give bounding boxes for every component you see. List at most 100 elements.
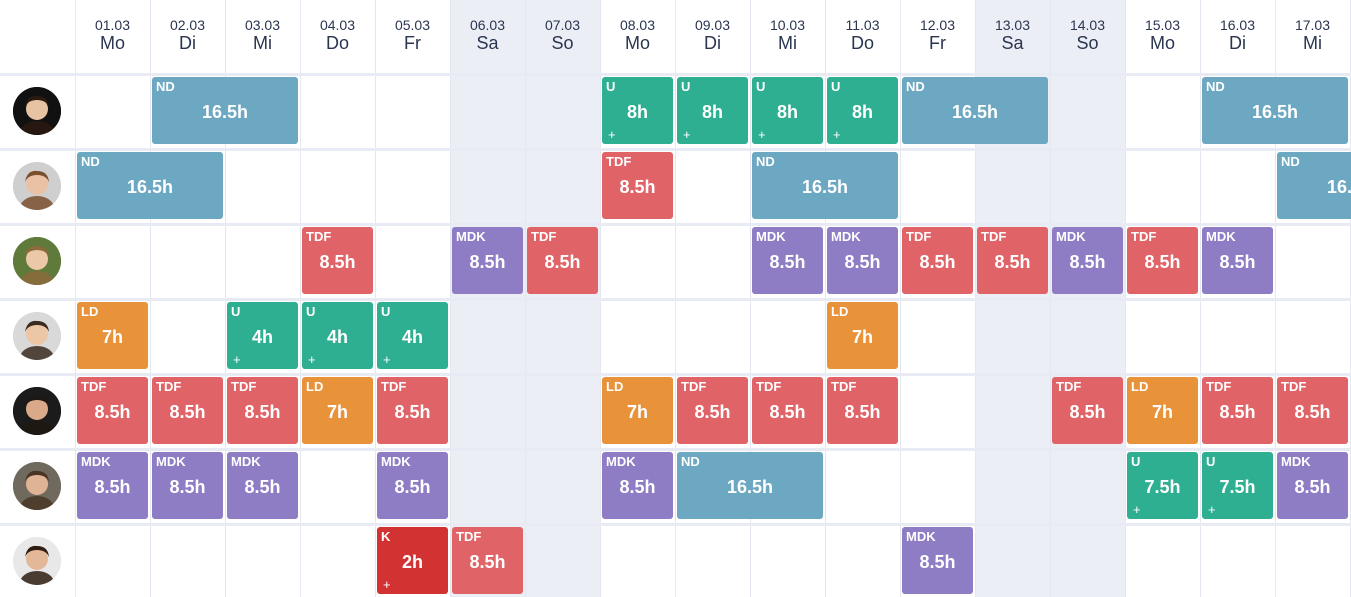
shift-block-u[interactable]: U 8h + — [677, 77, 748, 144]
shift-block-mdk[interactable]: MDK 8.5h — [602, 452, 673, 519]
add-icon[interactable]: + — [1208, 502, 1216, 517]
day-header[interactable]: 01.03 Mo — [75, 0, 150, 73]
shift-block-mdk[interactable]: MDK 8.5h — [902, 527, 973, 594]
shift-hours: 8.5h — [394, 402, 431, 422]
day-header[interactable]: 14.03 So — [1050, 0, 1125, 73]
shift-block-nd[interactable]: ND 16.5h — [152, 77, 298, 144]
shift-block-u[interactable]: U 8h + — [827, 77, 898, 144]
shift-block-tdf[interactable]: TDF 8.5h — [527, 227, 598, 294]
shift-block-nd[interactable]: ND 16.5h — [1202, 77, 1348, 144]
shift-block-mdk[interactable]: MDK 8.5h — [77, 452, 148, 519]
shift-block-tdf[interactable]: TDF 8.5h — [677, 377, 748, 444]
day-header[interactable]: 04.03 Do — [300, 0, 375, 73]
day-header[interactable]: 09.03 Di — [675, 0, 750, 73]
avatar[interactable] — [13, 237, 61, 285]
shift-code: ND — [1281, 154, 1300, 169]
add-icon[interactable]: + — [1133, 502, 1141, 517]
day-header[interactable]: 05.03 Fr — [375, 0, 450, 73]
add-icon[interactable]: + — [608, 127, 616, 142]
day-header[interactable]: 11.03 Do — [825, 0, 900, 73]
day-header[interactable]: 06.03 Sa — [450, 0, 525, 73]
shift-block-tdf[interactable]: TDF 8.5h — [827, 377, 898, 444]
add-icon[interactable]: + — [683, 127, 691, 142]
shift-block-tdf[interactable]: TDF 8.5h — [752, 377, 823, 444]
shift-hours: 16.5h — [126, 177, 174, 197]
shift-block-ld[interactable]: LD 7h — [827, 302, 898, 369]
shift-block-tdf[interactable]: TDF 8.5h — [902, 227, 973, 294]
shift-block-mdk[interactable]: MDK 8.5h — [227, 452, 298, 519]
shift-hours: 8.5h — [694, 402, 731, 422]
add-icon[interactable]: + — [758, 127, 766, 142]
shift-block-tdf[interactable]: TDF 8.5h — [227, 377, 298, 444]
shift-block-u[interactable]: U 7.5h + — [1202, 452, 1273, 519]
avatar[interactable] — [13, 462, 61, 510]
shift-hours: 8.5h — [1069, 252, 1106, 272]
shift-block-mdk[interactable]: MDK 8.5h — [827, 227, 898, 294]
shift-block-u[interactable]: U 8h + — [602, 77, 673, 144]
shift-block-mdk[interactable]: MDK 8.5h — [1277, 452, 1348, 519]
add-icon[interactable]: + — [383, 577, 391, 592]
day-header[interactable]: 13.03 Sa — [975, 0, 1050, 73]
shift-block-k[interactable]: K 2h + — [377, 527, 448, 594]
shift-block-mdk[interactable]: MDK 8.5h — [1202, 227, 1273, 294]
shift-block-tdf[interactable]: TDF 8.5h — [452, 527, 523, 594]
shift-hours: 8.5h — [319, 252, 356, 272]
shift-block-nd[interactable]: ND 16.5h — [1277, 152, 1351, 219]
shift-block-mdk[interactable]: MDK 8.5h — [377, 452, 448, 519]
day-header[interactable]: 12.03 Fr — [900, 0, 975, 73]
day-header[interactable]: 10.03 Mi — [750, 0, 825, 73]
shift-code: LD — [81, 304, 99, 319]
shift-block-tdf[interactable]: TDF 8.5h — [77, 377, 148, 444]
shift-block-u[interactable]: U 7.5h + — [1127, 452, 1198, 519]
shift-block-mdk[interactable]: MDK 8.5h — [152, 452, 223, 519]
day-header[interactable]: 03.03 Mi — [225, 0, 300, 73]
shift-block-nd[interactable]: ND 16.5h — [677, 452, 823, 519]
avatar[interactable] — [13, 312, 61, 360]
shift-block-nd[interactable]: ND 16.5h — [902, 77, 1048, 144]
day-header[interactable]: 02.03 Di — [150, 0, 225, 73]
shift-block-tdf[interactable]: TDF 8.5h — [1202, 377, 1273, 444]
shift-code: U — [831, 79, 841, 94]
shift-block-u[interactable]: U 4h + — [227, 302, 298, 369]
avatar[interactable] — [13, 387, 61, 435]
shift-block-mdk[interactable]: MDK 8.5h — [452, 227, 523, 294]
avatar[interactable] — [13, 162, 61, 210]
shift-block-u[interactable]: U 4h + — [302, 302, 373, 369]
shift-block-ld[interactable]: LD 7h — [302, 377, 373, 444]
shift-hours: 16.5h — [1326, 177, 1351, 197]
shift-block-ld[interactable]: LD 7h — [1127, 377, 1198, 444]
avatar[interactable] — [13, 87, 61, 135]
shift-block-tdf[interactable]: TDF 8.5h — [1277, 377, 1348, 444]
shift-block-tdf[interactable]: TDF 8.5h — [377, 377, 448, 444]
add-icon[interactable]: + — [383, 352, 391, 367]
day-header[interactable]: 08.03 Mo — [600, 0, 675, 73]
day-header[interactable]: 07.03 So — [525, 0, 600, 73]
shift-code: MDK — [756, 229, 786, 244]
day-header[interactable]: 17.03 Mi — [1275, 0, 1350, 73]
shift-hours: 8.5h — [544, 252, 581, 272]
avatar[interactable] — [13, 537, 61, 585]
shift-block-mdk[interactable]: MDK 8.5h — [1052, 227, 1123, 294]
day-header[interactable]: 16.03 Di — [1200, 0, 1275, 73]
shift-block-nd[interactable]: ND 16.5h — [752, 152, 898, 219]
shift-code: U — [1206, 454, 1216, 469]
shift-block-u[interactable]: U 4h + — [377, 302, 448, 369]
shift-block-tdf[interactable]: TDF 8.5h — [152, 377, 223, 444]
shift-hours: 4h — [326, 327, 348, 347]
shift-code: TDF — [1131, 229, 1157, 244]
shift-block-nd[interactable]: ND 16.5h — [77, 152, 223, 219]
shift-hours: 8.5h — [1144, 252, 1181, 272]
add-icon[interactable]: + — [233, 352, 241, 367]
shift-block-tdf[interactable]: TDF 8.5h — [602, 152, 673, 219]
shift-block-tdf[interactable]: TDF 8.5h — [977, 227, 1048, 294]
add-icon[interactable]: + — [308, 352, 316, 367]
shift-block-tdf[interactable]: TDF 8.5h — [1127, 227, 1198, 294]
shift-block-ld[interactable]: LD 7h — [77, 302, 148, 369]
shift-block-ld[interactable]: LD 7h — [602, 377, 673, 444]
shift-block-u[interactable]: U 8h + — [752, 77, 823, 144]
shift-block-mdk[interactable]: MDK 8.5h — [752, 227, 823, 294]
add-icon[interactable]: + — [833, 127, 841, 142]
shift-block-tdf[interactable]: TDF 8.5h — [302, 227, 373, 294]
shift-block-tdf[interactable]: TDF 8.5h — [1052, 377, 1123, 444]
day-header[interactable]: 15.03 Mo — [1125, 0, 1200, 73]
